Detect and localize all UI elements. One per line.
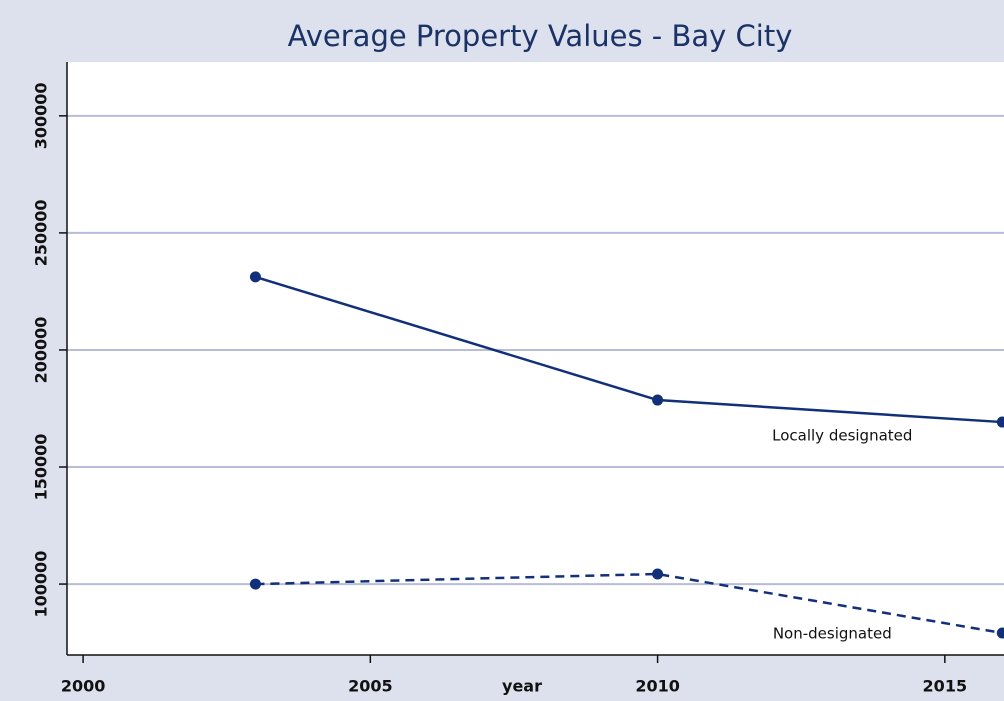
y-tick-label: 150000 — [32, 434, 51, 501]
data-point — [996, 416, 1004, 428]
data-point — [249, 578, 261, 590]
x-tick-label: 2000 — [61, 677, 106, 696]
data-point — [652, 568, 664, 580]
y-tick-label: 300000 — [32, 82, 51, 149]
series-label: Locally designated — [772, 427, 912, 445]
x-axis-label: year — [502, 677, 542, 696]
series-line — [255, 572, 1003, 635]
y-tick-label: 250000 — [32, 200, 51, 267]
data-point — [249, 271, 261, 283]
data-point — [996, 627, 1004, 639]
chart-title: Average Property Values - Bay City — [288, 19, 793, 53]
series-label: Non-designated — [773, 624, 892, 642]
plot-area — [67, 62, 1004, 655]
x-tick-label: 2010 — [635, 677, 680, 696]
y-tick-label: 200000 — [32, 317, 51, 384]
x-tick-label: 2015 — [923, 677, 968, 696]
data-point — [652, 394, 664, 406]
x-tick-label: 2005 — [348, 677, 393, 696]
y-tick-label: 100000 — [32, 551, 51, 618]
